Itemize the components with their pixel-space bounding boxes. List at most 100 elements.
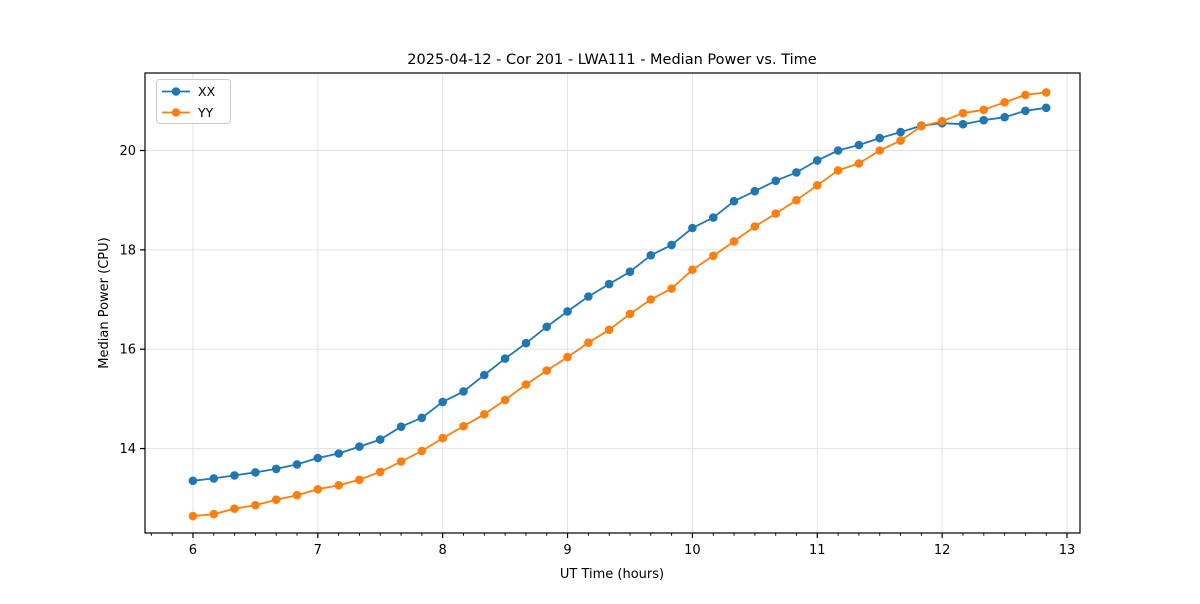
legend-label-yy: YY: [197, 105, 214, 120]
data-point-xx: [667, 240, 676, 250]
data-point-xx: [625, 267, 635, 277]
data-point-yy: [459, 421, 468, 431]
data-point-yy: [417, 446, 427, 456]
data-point-yy: [209, 509, 219, 519]
data-point-xx: [355, 442, 364, 451]
grid: [145, 73, 1080, 533]
data-point-yy: [937, 116, 947, 126]
y-tick-label: 16: [119, 343, 136, 358]
data-point-yy: [625, 309, 635, 319]
data-point-yy: [500, 395, 510, 405]
data-point-yy: [271, 495, 281, 505]
data-point-xx: [750, 186, 760, 196]
plot-border: [144, 72, 1081, 534]
data-point-xx: [209, 474, 219, 483]
x-tick-label: 8: [439, 543, 447, 558]
legend-box: [156, 79, 231, 124]
data-point-xx: [542, 322, 551, 332]
data-point-xx: [271, 464, 281, 474]
data-point-yy: [1000, 98, 1009, 107]
data-point-xx: [334, 449, 344, 458]
data-point-yy: [438, 433, 448, 443]
data-point-yy: [313, 485, 323, 494]
data-point-xx: [958, 119, 968, 129]
legend-item-xx: XX: [162, 84, 216, 99]
series-markers-yy: [188, 88, 1051, 521]
data-point-xx: [375, 435, 385, 444]
data-point-yy: [875, 146, 884, 155]
data-series: [188, 88, 1051, 521]
data-point-yy: [958, 108, 968, 118]
x-tick-label: 10: [684, 543, 701, 558]
data-point-xx: [313, 453, 323, 463]
data-point-yy: [917, 121, 926, 131]
data-point-yy: [521, 380, 531, 389]
data-point-xx: [896, 127, 905, 137]
data-point-xx: [584, 292, 593, 301]
x-tick-label: 11: [809, 543, 826, 558]
data-point-xx: [875, 133, 884, 143]
data-point-xx: [604, 279, 614, 289]
data-point-xx: [646, 251, 656, 260]
data-point-xx: [771, 176, 780, 186]
data-point-yy: [542, 366, 551, 375]
series-markers-xx: [188, 103, 1051, 486]
data-point-yy: [230, 504, 239, 513]
data-point-yy: [292, 490, 302, 500]
data-point-xx: [521, 338, 531, 348]
data-point-yy: [709, 251, 718, 261]
data-point-yy: [375, 467, 385, 477]
x-tick-label: 13: [1059, 543, 1076, 558]
data-point-yy: [480, 410, 489, 419]
data-point-xx: [833, 146, 843, 155]
axis-ticks: [140, 149, 1068, 538]
data-point-xx: [230, 471, 239, 480]
data-point-yy: [688, 265, 697, 275]
data-point-xx: [792, 168, 801, 177]
data-point-yy: [750, 222, 760, 231]
y-tick-label: 14: [119, 442, 136, 457]
data-point-xx: [1021, 106, 1030, 116]
data-point-yy: [396, 457, 406, 466]
legend-marker-yy-icon: [171, 108, 181, 117]
data-point-yy: [729, 237, 739, 246]
x-tick-label: 12: [934, 543, 951, 558]
series-line-yy: [192, 91, 1047, 517]
legend-marker-xx-icon: [171, 87, 181, 96]
data-point-yy: [896, 136, 905, 145]
data-point-yy: [646, 295, 656, 304]
data-point-yy: [563, 352, 572, 362]
data-point-yy: [604, 325, 614, 335]
data-point-xx: [979, 115, 988, 125]
data-point-xx: [292, 460, 302, 469]
data-point-xx: [688, 223, 697, 233]
data-point-yy: [1041, 88, 1051, 97]
data-point-yy: [251, 500, 260, 510]
data-point-xx: [438, 397, 448, 407]
data-point-yy: [188, 511, 198, 521]
data-point-yy: [1021, 90, 1030, 100]
x-axis-label: UT Time (hours): [560, 567, 664, 582]
data-point-yy: [771, 209, 780, 218]
data-point-yy: [854, 159, 864, 168]
y-tick-label: 18: [119, 243, 136, 258]
data-point-xx: [188, 476, 198, 486]
x-tick-label: 9: [563, 543, 571, 558]
data-point-xx: [500, 354, 510, 363]
series-line-xx: [192, 106, 1047, 482]
data-point-yy: [792, 195, 801, 205]
chart-title: 2025-04-12 - Cor 201 - LWA111 - Median P…: [407, 52, 816, 68]
x-tick-label: 7: [314, 543, 322, 558]
data-point-xx: [396, 422, 406, 432]
y-axis-label: Median Power (CPU): [97, 237, 112, 368]
data-point-yy: [355, 475, 364, 485]
data-point-xx: [417, 413, 427, 423]
data-point-yy: [584, 338, 593, 348]
data-point-yy: [667, 284, 676, 293]
data-point-xx: [854, 140, 864, 150]
axis-tick-labels: 6 7 8 9 10 11 12 13 14 16 18 20: [119, 144, 1075, 558]
data-point-xx: [729, 196, 739, 206]
data-point-xx: [1000, 112, 1009, 122]
